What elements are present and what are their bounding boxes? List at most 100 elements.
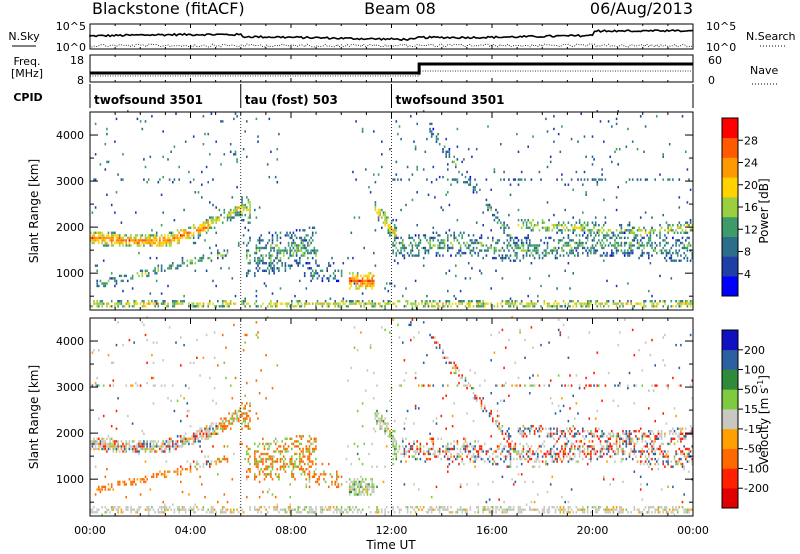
echo-cell (172, 231, 174, 234)
echo-cell (194, 226, 197, 229)
echo-cell (590, 234, 592, 237)
echo-cell (139, 440, 142, 443)
echo-cell (553, 305, 555, 308)
echo-cell (157, 181, 160, 184)
echo-cell (553, 427, 555, 430)
echo-cell (405, 460, 407, 463)
echo-cell (305, 483, 308, 486)
echo-cell (586, 300, 589, 303)
echo-cell (451, 425, 454, 428)
echo-cell (178, 264, 180, 267)
echo-cell (348, 485, 351, 489)
echo-cell (147, 272, 150, 275)
echo-cell (535, 246, 537, 250)
echo-cell (390, 226, 393, 229)
echo-cell (570, 224, 573, 227)
echo-cell (448, 450, 451, 453)
echo-cell (604, 236, 607, 240)
echo-cell (125, 445, 127, 448)
echo-cell (617, 241, 619, 245)
echo-cell (385, 422, 388, 425)
echo-cell (440, 437, 443, 440)
echo-cell (360, 483, 362, 486)
echo-cell (258, 442, 261, 446)
echo-cell (554, 305, 557, 308)
echo-cell (109, 305, 111, 308)
echo-cell (225, 511, 227, 514)
echo-cell (300, 473, 303, 476)
echo-cell (125, 274, 127, 278)
echo-cell (548, 305, 550, 308)
echo-cell (442, 397, 444, 400)
echo-cell (295, 259, 298, 262)
echo-cell (413, 442, 415, 446)
echo-cell (175, 341, 177, 344)
echo-cell (530, 425, 533, 428)
echo-cell (582, 183, 584, 186)
echo-cell (455, 178, 457, 181)
echo-cell (514, 178, 517, 181)
echo-cell (143, 323, 145, 327)
echo-cell (619, 224, 621, 227)
echo-cell (122, 244, 124, 247)
echo-cell (202, 143, 205, 146)
echo-cell (442, 302, 444, 305)
echo-cell (176, 435, 179, 438)
echo-cell (299, 305, 301, 308)
echo-cell (123, 234, 126, 237)
echo-cell (249, 236, 251, 240)
echo-cell (305, 506, 308, 509)
echo-cell (340, 511, 343, 514)
echo-cell (522, 445, 525, 448)
echo-cell (506, 300, 509, 303)
echo-cell (167, 302, 169, 305)
echo-cell (246, 206, 248, 209)
echo-cell (408, 450, 410, 453)
echo-cell (583, 226, 586, 229)
echo-cell (512, 445, 515, 448)
echo-cell (392, 178, 394, 181)
echo-cell (311, 269, 314, 272)
echo-cell (209, 465, 211, 468)
echo-cell (310, 274, 312, 278)
echo-cell (429, 300, 431, 303)
echo-cell (438, 452, 441, 456)
echo-cell (218, 305, 221, 308)
echo-cell (358, 284, 361, 288)
echo-cell (599, 305, 602, 308)
echo-cell (659, 224, 661, 227)
echo-cell (463, 437, 465, 440)
echo-cell (410, 302, 412, 305)
echo-cell (281, 264, 283, 267)
echo-cell (218, 460, 221, 463)
echo-cell (213, 460, 216, 463)
echo-cell (458, 381, 460, 385)
echo-cell (459, 254, 462, 257)
echo-cell (562, 506, 565, 509)
echo-cell (249, 239, 251, 242)
echo-cell (463, 447, 465, 451)
echo-cell (262, 246, 264, 250)
echo-cell (180, 470, 182, 473)
echo-cell (556, 224, 558, 227)
echo-cell (514, 236, 517, 240)
echo-cell (596, 241, 599, 245)
echo-cell (530, 244, 533, 247)
echo-cell (210, 435, 213, 438)
echo-cell (459, 506, 462, 509)
echo-cell (549, 430, 552, 433)
echo-cell (559, 305, 562, 308)
echo-cell (662, 300, 664, 303)
echo-cell (257, 140, 259, 143)
echo-cell (369, 478, 372, 481)
echo-cell (588, 231, 591, 234)
echo-cell (170, 150, 172, 153)
echo-cell (286, 437, 288, 440)
echo-cell (538, 254, 541, 257)
echo-cell (324, 480, 327, 484)
echo-cell (318, 302, 320, 305)
echo-cell (268, 272, 271, 275)
echo-cell (567, 241, 570, 245)
echo-cell (418, 236, 420, 240)
echo-cell (157, 511, 160, 514)
